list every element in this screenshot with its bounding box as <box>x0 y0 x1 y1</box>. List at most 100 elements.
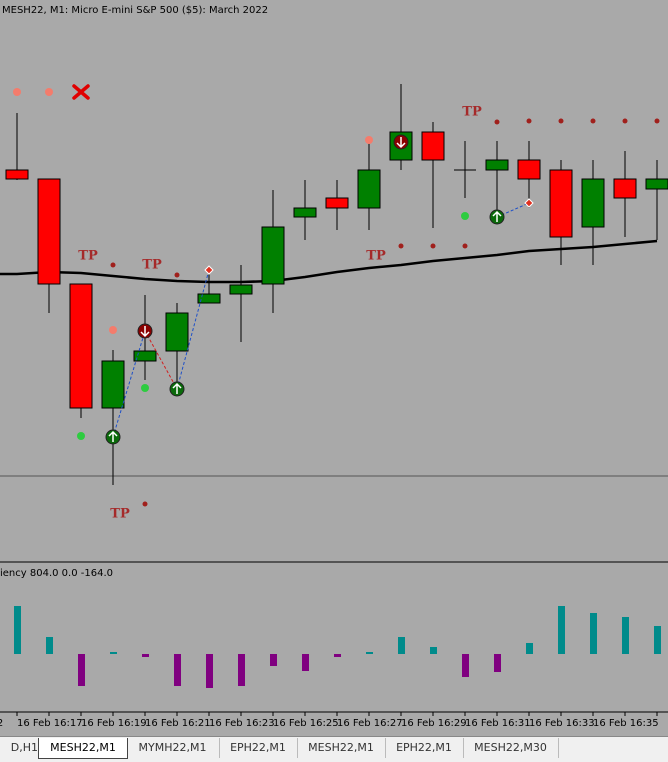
signal-dot <box>109 326 117 334</box>
candle-body <box>357 169 381 209</box>
histogram-bar <box>398 637 405 654</box>
indicator-title: iency 804.0 0.0 -164.0 <box>0 568 113 579</box>
signal-dot <box>13 88 21 96</box>
background <box>0 0 668 736</box>
histogram-bar <box>78 654 85 686</box>
tp-label: TP <box>142 258 162 273</box>
signal-arrow <box>396 137 406 149</box>
x-tick-label: 16 Feb 16:35 <box>593 718 659 729</box>
signal-dot <box>398 243 404 249</box>
signal-arrow <box>172 382 182 394</box>
x-tick-label: 16 Feb 16:31 <box>465 718 531 729</box>
histogram-bar <box>14 606 21 654</box>
histogram-bar <box>494 654 501 672</box>
histogram-bar <box>590 613 597 654</box>
candle-body <box>293 207 317 218</box>
histogram-bar <box>558 606 565 654</box>
x-tick-label: 16 Feb 16:25 <box>273 718 339 729</box>
candle-body <box>5 169 29 180</box>
tab[interactable]: MESH22,M30 <box>463 738 559 758</box>
signal-dot <box>526 118 532 124</box>
candle-body <box>485 159 509 171</box>
histogram-bar <box>206 654 213 688</box>
x-tick-label: 2 <box>0 718 3 729</box>
histogram-bar <box>46 637 53 654</box>
signal-arrow <box>492 210 502 222</box>
histogram-bar <box>270 654 277 666</box>
histogram-bar <box>334 654 341 657</box>
histogram-bar <box>430 647 437 654</box>
signal-dot <box>45 88 53 96</box>
histogram-bar <box>110 652 117 654</box>
candle-body <box>37 178 61 285</box>
signal-arrow <box>108 430 118 442</box>
sell-signal <box>137 323 153 339</box>
signal-dot <box>654 118 660 124</box>
histogram-bar <box>654 626 661 654</box>
tab[interactable]: EPH22,M1 <box>385 738 464 758</box>
candle-body <box>517 159 541 180</box>
candle-body <box>549 169 573 238</box>
histogram-bar <box>462 654 469 677</box>
buy-signal <box>489 209 505 225</box>
tab[interactable]: MYMH22,M1 <box>126 738 220 758</box>
tp-label: TP <box>366 249 386 264</box>
histogram-bar <box>238 654 245 686</box>
signal-dot <box>174 272 180 278</box>
candle-body <box>581 178 605 228</box>
x-tick-label: 16 Feb 16:29 <box>401 718 467 729</box>
signal-dot <box>110 262 116 268</box>
diamond-mark <box>204 265 214 275</box>
tp-label: TP <box>462 105 482 120</box>
moving-average <box>0 239 658 284</box>
histogram-bar <box>142 654 149 657</box>
chart-title: MESH22, M1: Micro E-mini S&P 500 ($5): M… <box>2 5 268 16</box>
tab[interactable]: D,H1 <box>0 738 39 758</box>
diamond-mark <box>524 198 534 208</box>
trade-link <box>144 330 178 390</box>
x-tick-label: 16 Feb 16:23 <box>209 718 275 729</box>
signal-dot <box>365 136 373 144</box>
signal-arrow <box>140 326 150 338</box>
signal-dot <box>77 432 85 440</box>
tab[interactable]: EPH22,M1 <box>219 738 298 758</box>
histogram-bar <box>526 643 533 654</box>
buy-signal <box>169 381 185 397</box>
sell-signal <box>393 134 409 150</box>
trade-link <box>176 269 210 390</box>
candle-body <box>165 312 189 352</box>
tab[interactable]: MESH22,M1 <box>297 738 386 758</box>
signal-dot <box>590 118 596 124</box>
signal-dot <box>462 243 468 249</box>
trade-link <box>112 330 146 438</box>
signal-dot <box>494 119 500 125</box>
tab[interactable]: MESH22,M1 <box>38 738 128 759</box>
buy-signal <box>105 429 121 445</box>
candle-body <box>421 131 445 161</box>
histogram-bar <box>622 617 629 654</box>
candle-body <box>229 284 253 295</box>
signal-dot <box>461 212 469 220</box>
histogram-bar <box>366 652 373 654</box>
candle-body <box>133 350 157 362</box>
candle-body <box>69 283 93 409</box>
x-tick-label: 16 Feb 16:21 <box>145 718 211 729</box>
signal-dot <box>430 243 436 249</box>
histogram-bar <box>302 654 309 671</box>
x-tick-label: 16 Feb 16:19 <box>81 718 147 729</box>
chart: MESH22, M1: Micro E-mini S&P 500 ($5): M… <box>0 0 668 736</box>
candle-body <box>101 360 125 409</box>
signal-dot <box>141 384 149 392</box>
x-tick-label: 16 Feb 16:17 <box>17 718 83 729</box>
histogram-bar <box>174 654 181 686</box>
candle-body <box>197 293 221 304</box>
candle-body <box>645 178 668 190</box>
signal-dot <box>142 501 148 507</box>
candle-body <box>325 197 349 209</box>
tab-bar: D,H1 MESH22,M1 MYMH22,M1 EPH22,M1 MESH22,M1 E… <box>0 736 668 762</box>
x-tick-label: 16 Feb 16:33 <box>529 718 595 729</box>
tp-label: TP <box>78 249 98 264</box>
candle-body <box>613 178 637 199</box>
